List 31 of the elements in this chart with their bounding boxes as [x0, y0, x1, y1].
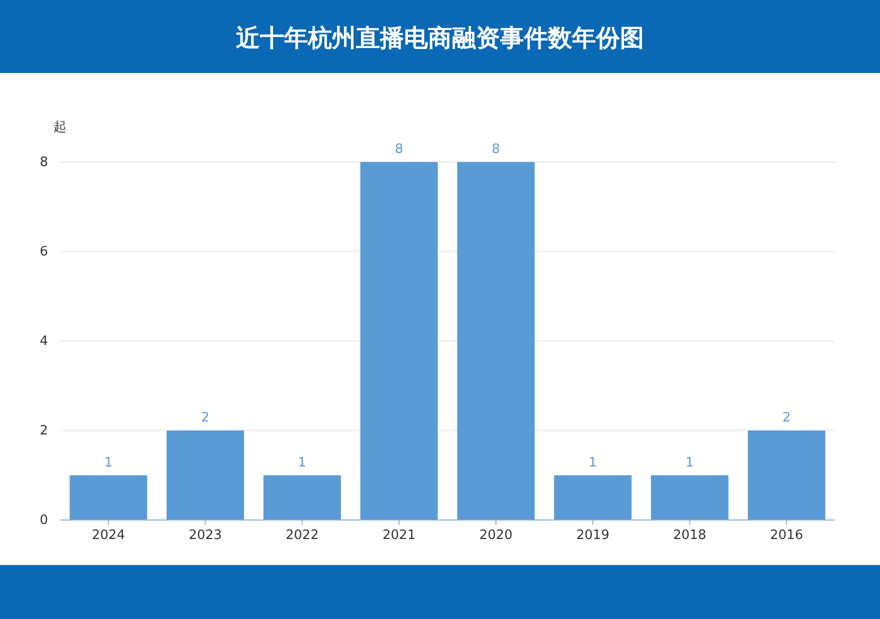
x-tick-label: 2019	[576, 528, 610, 543]
x-tick-label: 2023	[188, 528, 222, 543]
y-tick-label: 4	[40, 334, 48, 349]
x-tick-label: 2020	[479, 528, 512, 543]
chart-title: 近十年杭州直播电商融资事件数年份图	[236, 24, 644, 52]
data-label: 8	[394, 142, 404, 157]
y-axis-title: 起	[54, 120, 66, 135]
x-tick-label: 2021	[382, 528, 416, 543]
x-tick-label: 2024	[92, 528, 125, 543]
data-label: 2	[201, 410, 210, 426]
bar	[70, 475, 148, 520]
x-tick-label: 2018	[673, 528, 706, 543]
bar	[650, 475, 728, 520]
bar	[166, 430, 244, 520]
bar	[748, 430, 826, 520]
bar	[263, 475, 341, 520]
bar	[457, 162, 535, 520]
x-tick-label: 2016	[770, 528, 804, 543]
data-label: 1	[686, 455, 694, 470]
data-label: 2	[782, 410, 791, 426]
data-label: 8	[492, 142, 500, 157]
x-tick-label: 2022	[286, 528, 319, 543]
y-tick-label: 6	[40, 244, 48, 260]
data-label: 1	[588, 455, 597, 470]
y-tick-label: 2	[40, 424, 48, 438]
y-tick-label: 0	[40, 513, 48, 528]
data-label: 1	[104, 455, 113, 470]
data-label: 1	[298, 455, 306, 470]
bar	[360, 162, 438, 520]
y-tick-label: 8	[40, 155, 48, 170]
bar	[554, 475, 632, 520]
